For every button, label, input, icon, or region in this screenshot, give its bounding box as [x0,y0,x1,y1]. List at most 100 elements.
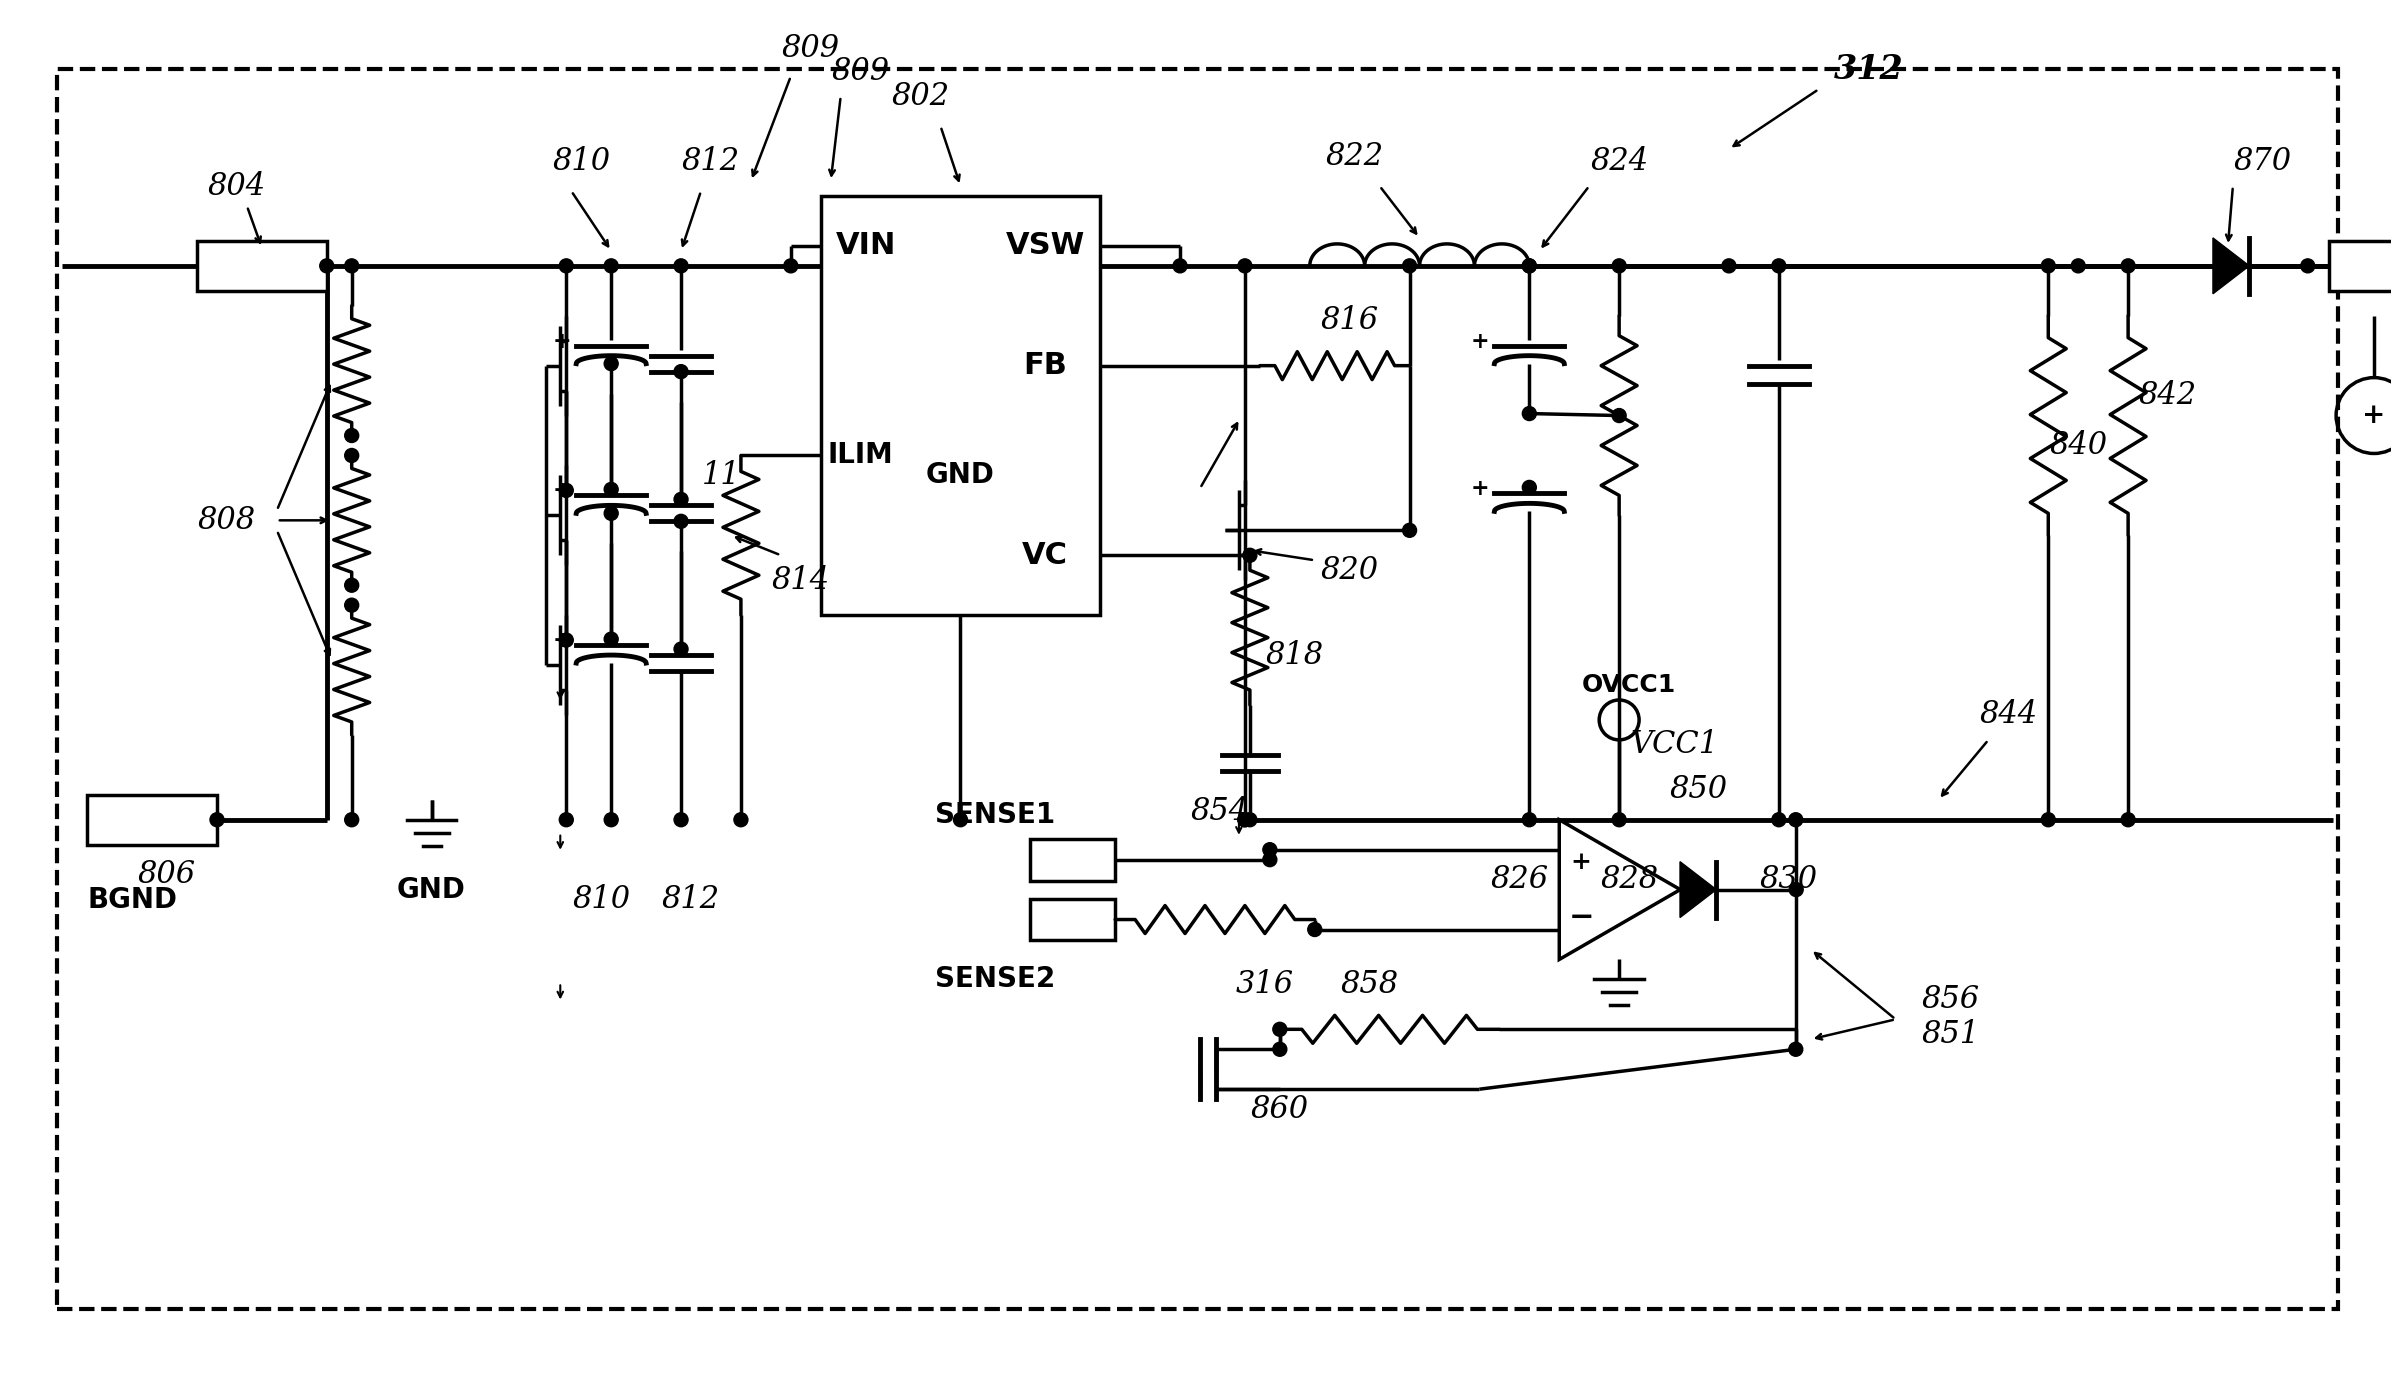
Circle shape [1790,1042,1802,1057]
Text: 870: 870 [2233,146,2292,176]
Circle shape [1522,259,1536,273]
Circle shape [1237,813,1252,827]
Text: 818: 818 [1266,639,1323,671]
Circle shape [1522,259,1536,273]
Text: SENSE2: SENSE2 [936,966,1055,994]
Circle shape [675,365,689,379]
Circle shape [560,813,574,827]
Circle shape [603,482,617,496]
Circle shape [675,813,689,827]
Circle shape [1790,813,1802,827]
Circle shape [345,813,359,827]
Text: 850: 850 [1670,774,1728,805]
Circle shape [735,813,749,827]
Text: 810: 810 [553,146,610,176]
Polygon shape [1680,861,1716,918]
Text: VC: VC [1022,540,1067,569]
Circle shape [1402,524,1417,537]
Circle shape [1273,1042,1287,1057]
Text: GND: GND [926,462,995,489]
Circle shape [952,813,967,827]
Text: 806: 806 [139,858,196,890]
Circle shape [1264,853,1278,867]
Circle shape [560,484,574,497]
Circle shape [211,813,225,827]
Circle shape [603,259,617,273]
Text: 820: 820 [1321,555,1378,586]
Text: 810: 810 [572,885,629,915]
Circle shape [1237,813,1252,827]
Circle shape [560,259,574,273]
Text: VCC1: VCC1 [1630,729,1718,761]
Text: 826: 826 [1491,864,1548,896]
Text: OVCC1: OVCC1 [1582,672,1675,697]
Text: 824: 824 [1589,146,1649,176]
Text: +: + [553,331,572,353]
Circle shape [1613,813,1627,827]
Text: +: + [553,630,572,652]
Text: VSW: VSW [1005,232,1084,260]
Text: 808: 808 [199,504,256,536]
Circle shape [1242,813,1256,827]
Circle shape [675,492,689,506]
Text: GND: GND [397,875,467,904]
Bar [196,241,328,291]
Text: +: + [1472,478,1491,500]
Bar [1031,898,1115,941]
Text: 830: 830 [1759,864,1819,896]
Circle shape [675,642,689,656]
Text: BGND: BGND [86,886,177,914]
Circle shape [1242,548,1256,562]
Text: 816: 816 [1321,306,1378,336]
Text: 812: 812 [682,146,739,176]
Text: 812: 812 [663,885,720,915]
Text: 11: 11 [701,460,739,491]
Text: 840: 840 [2048,430,2108,462]
Circle shape [1273,1022,1287,1036]
Circle shape [345,448,359,463]
Text: +: + [1570,850,1591,874]
Circle shape [2120,259,2135,273]
Circle shape [1402,259,1417,273]
Circle shape [1522,813,1536,827]
Circle shape [675,259,689,273]
Circle shape [345,429,359,442]
Text: 809: 809 [833,55,890,87]
Text: SENSE1: SENSE1 [936,801,1055,828]
Text: −: − [1567,903,1594,933]
Circle shape [1771,813,1785,827]
Text: VIN: VIN [835,232,895,260]
Bar [2328,241,2393,291]
Circle shape [345,598,359,612]
Circle shape [675,514,689,528]
Circle shape [1771,259,1785,273]
Circle shape [1522,407,1536,420]
Text: 842: 842 [2139,380,2197,411]
Text: 802: 802 [893,81,950,112]
Text: 858: 858 [1340,969,1400,1000]
Circle shape [785,259,797,273]
Text: 814: 814 [771,565,830,595]
Text: 316: 316 [1235,969,1295,1000]
Text: +: + [1472,331,1491,353]
Text: 860: 860 [1252,1094,1309,1124]
Text: ILIM: ILIM [828,441,893,470]
Text: 856: 856 [1922,984,1979,1014]
Circle shape [603,506,617,521]
Circle shape [1309,922,1321,937]
Bar [86,795,218,845]
Circle shape [603,357,617,371]
Circle shape [345,579,359,593]
Polygon shape [2214,238,2249,294]
Polygon shape [1560,820,1680,959]
Circle shape [1613,408,1627,423]
Text: 854: 854 [1192,796,1249,827]
Text: FB: FB [1024,351,1067,380]
Circle shape [321,259,333,273]
Text: +: + [553,481,572,503]
Text: 851: 851 [1922,1018,1979,1050]
Text: 809: 809 [783,33,840,63]
Circle shape [345,259,359,273]
Circle shape [2300,259,2314,273]
Circle shape [1613,259,1627,273]
